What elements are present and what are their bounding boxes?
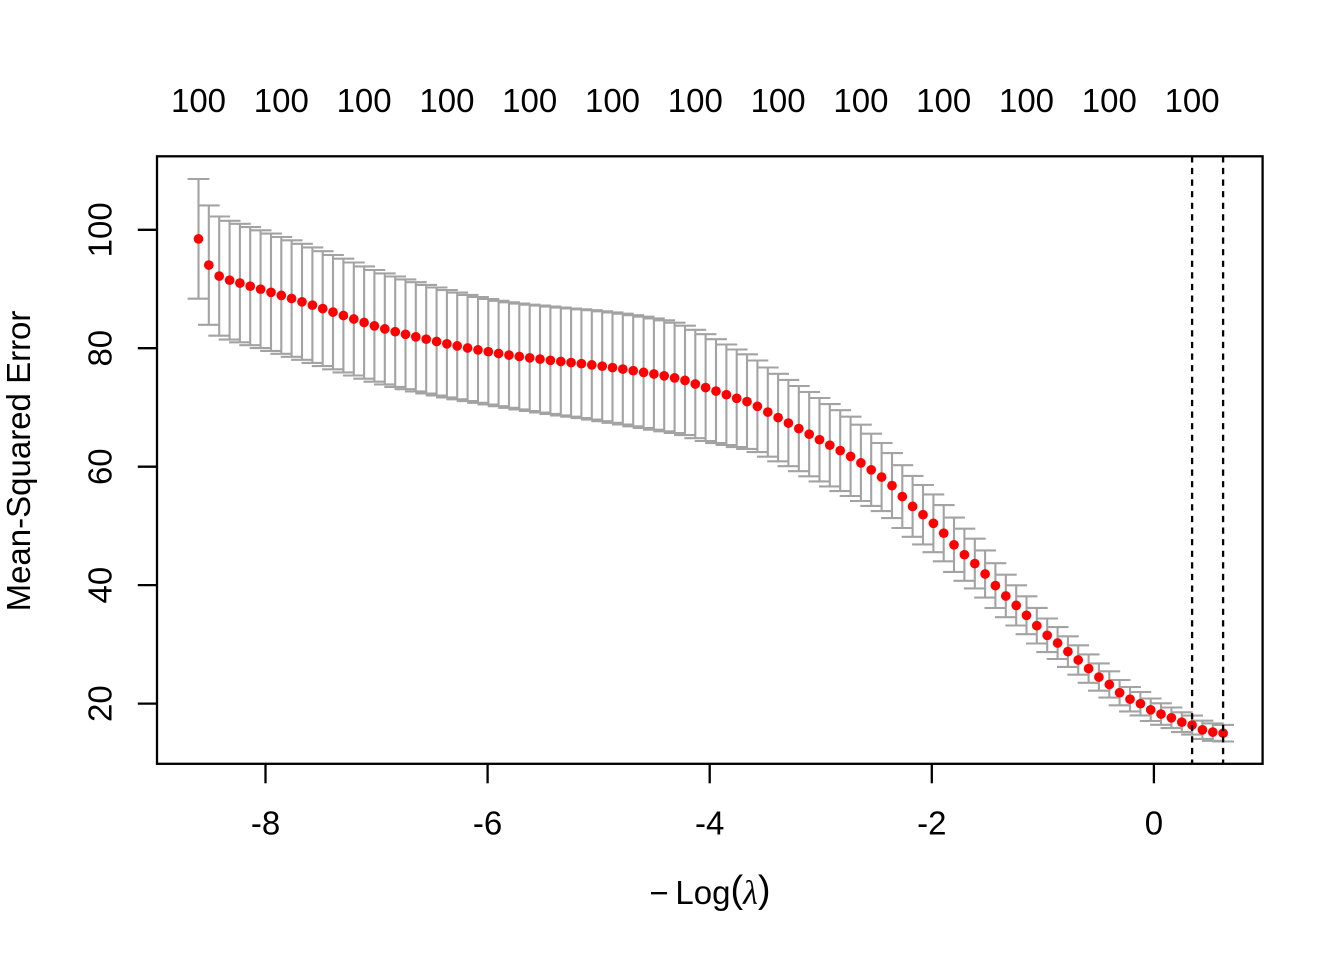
svg-text:100: 100 xyxy=(171,82,226,119)
svg-text:100: 100 xyxy=(82,202,119,257)
svg-text:-2: -2 xyxy=(917,805,946,842)
svg-text:-6: -6 xyxy=(473,805,502,842)
svg-text:20: 20 xyxy=(82,685,119,722)
svg-text:0: 0 xyxy=(1145,805,1163,842)
svg-text:Mean-Squared Error: Mean-Squared Error xyxy=(0,311,37,612)
svg-text:-4: -4 xyxy=(695,805,724,842)
svg-text:− Log(λ): − Log(λ) xyxy=(650,869,771,912)
svg-text:100: 100 xyxy=(751,82,806,119)
svg-text:100: 100 xyxy=(585,82,640,119)
svg-text:100: 100 xyxy=(502,82,557,119)
svg-text:100: 100 xyxy=(833,82,888,119)
svg-text:100: 100 xyxy=(999,82,1054,119)
svg-text:100: 100 xyxy=(916,82,971,119)
svg-text:100: 100 xyxy=(668,82,723,119)
svg-text:60: 60 xyxy=(82,448,119,485)
svg-text:100: 100 xyxy=(1165,82,1220,119)
svg-text:100: 100 xyxy=(337,82,392,119)
svg-text:-8: -8 xyxy=(251,805,280,842)
svg-text:100: 100 xyxy=(1082,82,1137,119)
svg-text:100: 100 xyxy=(254,82,309,119)
svg-text:40: 40 xyxy=(82,567,119,604)
svg-text:80: 80 xyxy=(82,330,119,367)
svg-text:100: 100 xyxy=(419,82,474,119)
